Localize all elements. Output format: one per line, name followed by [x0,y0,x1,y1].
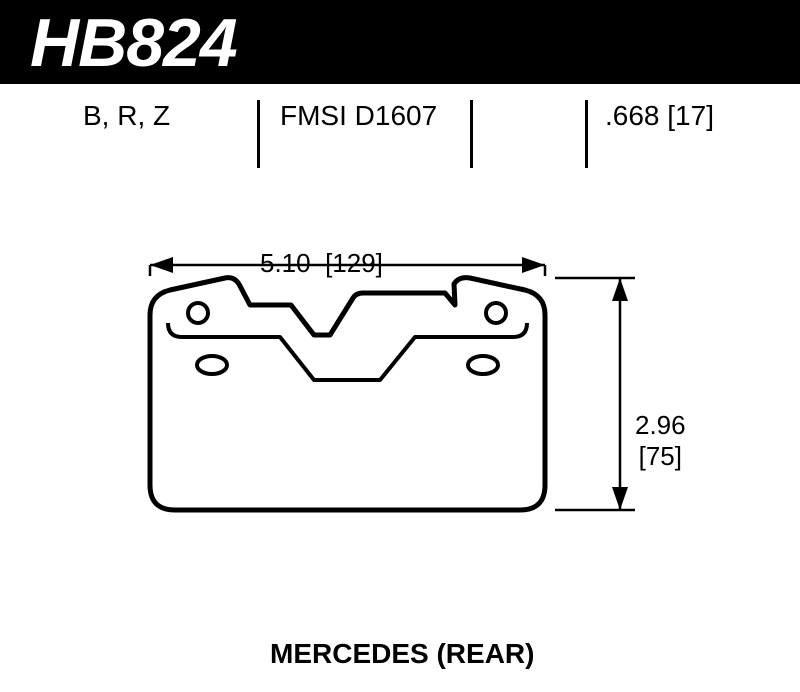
compound-codes: B, R, Z [83,100,170,132]
divider [257,100,260,168]
width-dim-line [150,257,545,276]
technical-drawing: 5.10 [129] 2.96 [75] [0,210,800,630]
application-label: MERCEDES (REAR) [270,638,534,670]
height-dim-line [612,278,628,510]
drawing-svg [0,210,800,630]
thickness: .668 [17] [605,100,714,132]
height-ext-lines [555,278,635,510]
fmsi-number: FMSI D1607 [280,100,437,132]
part-number: HB824 [30,4,237,82]
wear-slots [197,356,498,374]
divider [585,100,588,168]
divider [470,100,473,168]
spec-row: B, R, Z FMSI D1607 .668 [17] [30,100,770,170]
